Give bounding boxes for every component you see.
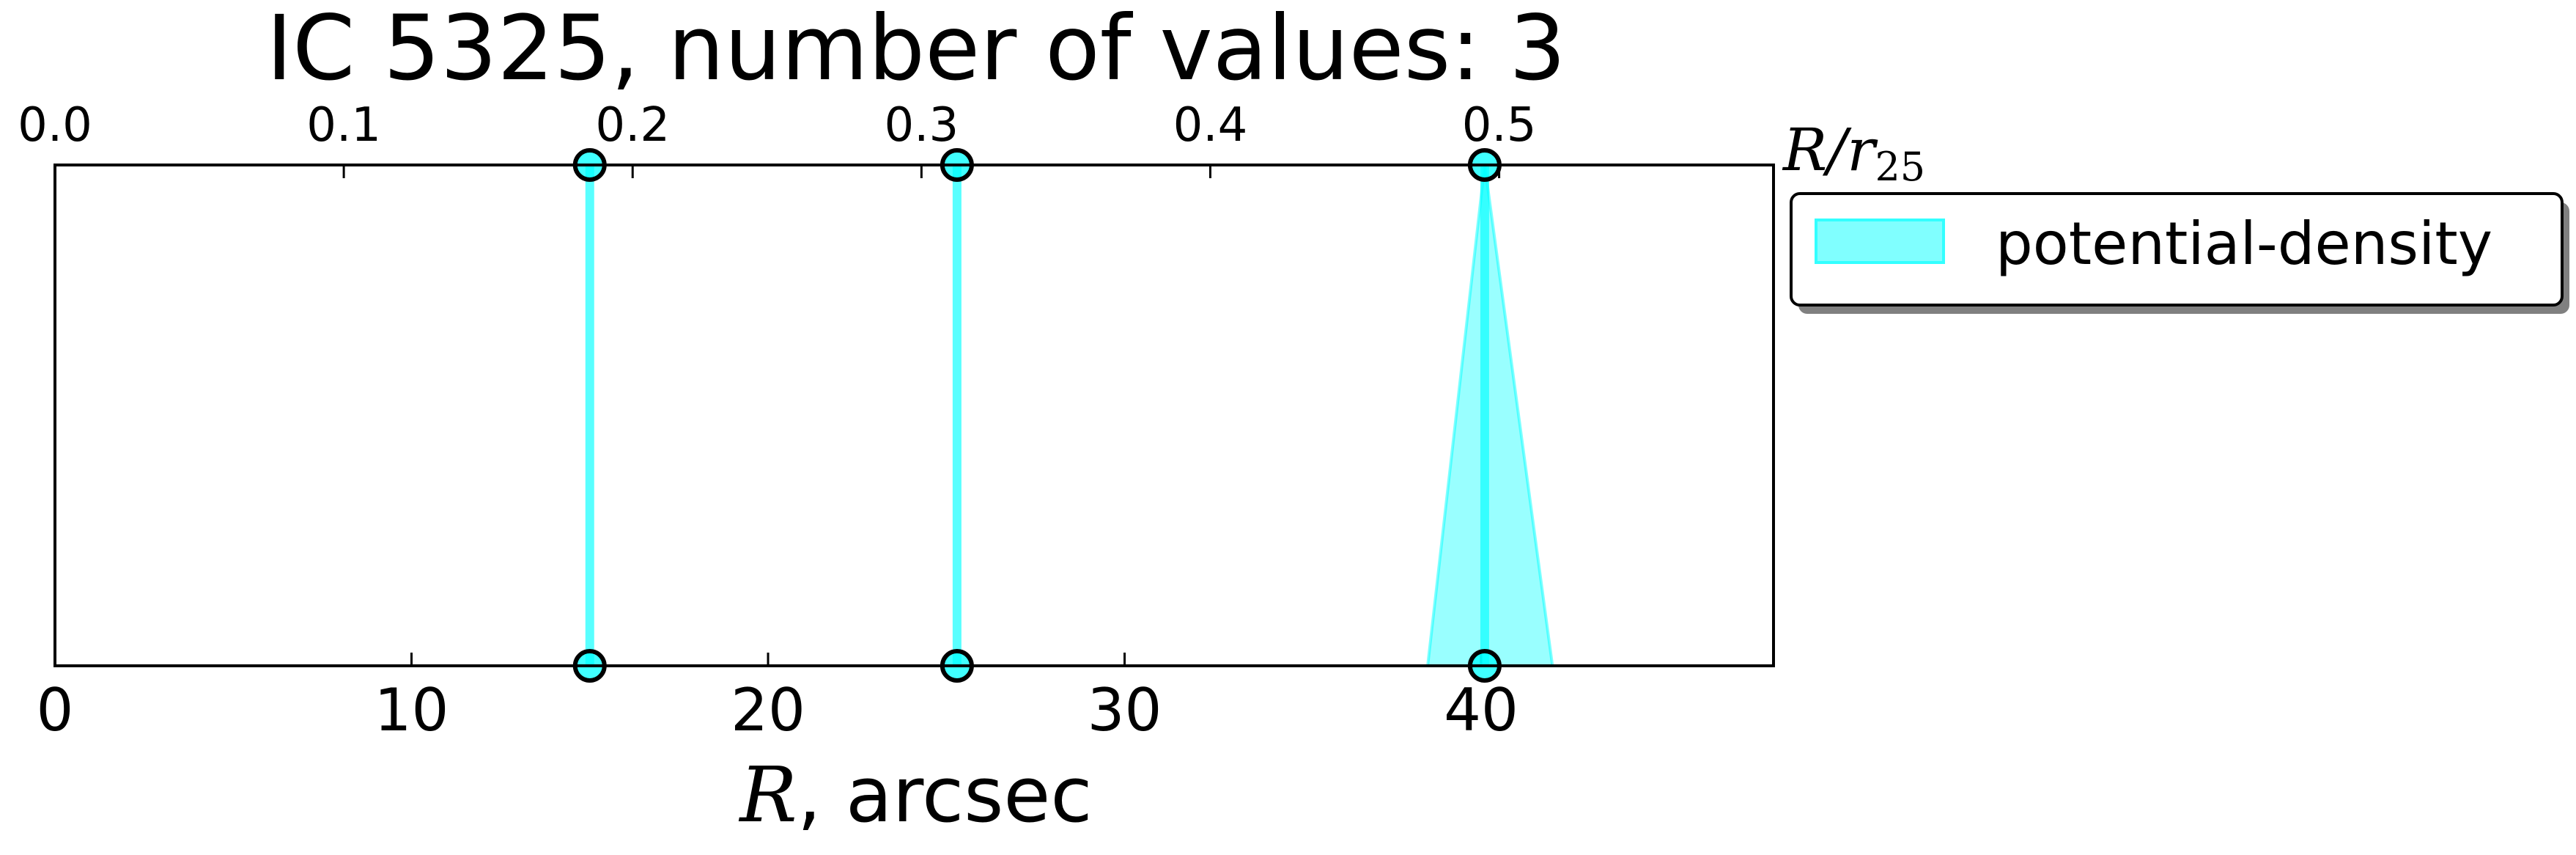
- x-tick-label: 30: [1088, 676, 1162, 744]
- legend-box: [1790, 192, 2564, 307]
- x-tick-label: 40: [1444, 676, 1518, 744]
- x-tick-label: 0: [37, 676, 74, 744]
- x-tick-label: 20: [731, 676, 805, 744]
- top-tick-label: 0.2: [595, 98, 670, 153]
- x-axis-label-unit: , arcsec: [797, 750, 1093, 840]
- chart-title: IC 5325, number of values: 3: [266, 0, 1566, 100]
- top-axis: 0.0 0.1 0.2 0.3 0.4 0.5: [18, 98, 1536, 178]
- top-axis-label-subscript: 25: [1875, 144, 1925, 190]
- legend-swatch: [1815, 219, 1945, 264]
- top-tick-label: 0.5: [1462, 98, 1537, 153]
- top-axis-label-main: R/r: [1782, 116, 1878, 184]
- top-tick-label: 0.1: [306, 98, 381, 153]
- x-axis-label-symbol: R: [738, 750, 797, 840]
- x-axis-label: R, arcsec: [738, 750, 1092, 840]
- x-tick-label: 10: [374, 676, 449, 744]
- top-tick-label: 0.4: [1173, 98, 1248, 153]
- bottom-axis: 0 10 20 30 40: [37, 653, 1518, 744]
- plot-series: [572, 148, 1554, 683]
- top-tick-label: 0.3: [884, 98, 959, 153]
- legend: potential-density: [1790, 192, 2569, 314]
- error-range: [1425, 164, 1554, 667]
- legend-label: potential-density: [1996, 210, 2492, 278]
- top-tick-label: 0.0: [18, 98, 92, 153]
- top-axis-label: R/r25: [1782, 116, 1925, 190]
- plot-frame: [53, 164, 1775, 667]
